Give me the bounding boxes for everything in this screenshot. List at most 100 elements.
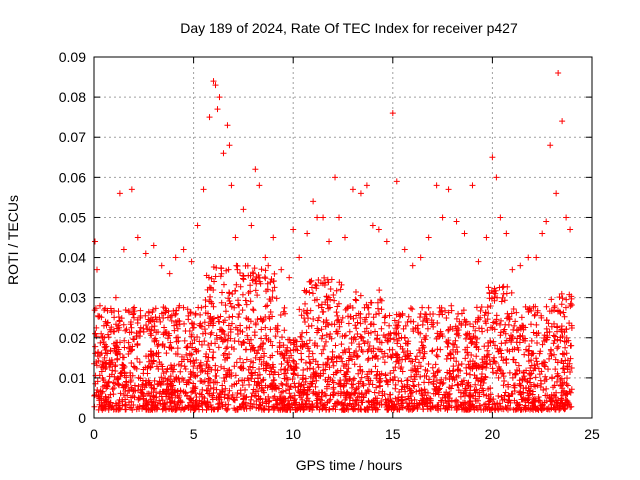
data-point-cloud xyxy=(231,363,238,370)
data-point xyxy=(341,234,348,241)
data-point-cloud xyxy=(166,405,173,412)
data-point-cloud xyxy=(484,327,491,334)
data-point-cloud xyxy=(504,346,511,353)
data-point-cloud xyxy=(525,385,532,392)
data-point-cloud xyxy=(359,381,366,388)
data-point-cloud xyxy=(238,364,245,371)
data-point-cloud xyxy=(501,326,508,333)
data-point-cloud xyxy=(415,381,422,388)
data-point-cloud xyxy=(324,301,331,308)
data-point-cloud xyxy=(306,348,313,355)
data-point-cloud xyxy=(151,318,158,325)
data-point-cloud xyxy=(222,302,229,309)
data-point-cloud xyxy=(516,368,523,375)
data-point-cloud xyxy=(438,304,445,311)
data-point-cloud xyxy=(178,358,185,365)
data-point-cloud xyxy=(478,363,485,370)
data-point-cloud xyxy=(527,375,534,382)
data-point-cloud xyxy=(174,387,181,394)
data-point-cloud xyxy=(182,366,189,373)
data-point-cloud xyxy=(358,346,365,353)
data-point-cloud xyxy=(555,343,562,350)
data-point-cloud xyxy=(116,318,123,325)
data-point-cloud xyxy=(192,400,199,407)
data-point-cloud xyxy=(352,289,359,296)
data-point xyxy=(475,258,482,265)
data-point-cloud xyxy=(517,388,524,395)
data-point-cloud xyxy=(409,367,416,374)
x-tick-label: 10 xyxy=(285,426,301,442)
data-point-cloud xyxy=(203,350,210,357)
data-point-cloud xyxy=(128,360,135,367)
data-point-cloud xyxy=(447,370,454,377)
data-point-cloud xyxy=(224,371,231,378)
data-point-cloud xyxy=(447,350,454,357)
data-point-cloud xyxy=(303,340,310,347)
data-point-cloud xyxy=(307,373,314,380)
data-point-cloud xyxy=(306,406,313,413)
data-point-cloud xyxy=(449,375,456,382)
data-point-cloud xyxy=(273,397,280,404)
data-point-cloud xyxy=(253,350,260,357)
data-point-cloud xyxy=(567,368,574,375)
data-point-cloud xyxy=(466,321,473,328)
data-point-cloud xyxy=(467,335,474,342)
data-point-cloud xyxy=(554,400,561,407)
data-point-cloud xyxy=(365,355,372,362)
data-point xyxy=(517,262,524,269)
data-point-cloud xyxy=(123,374,130,381)
data-point-cloud xyxy=(319,280,326,287)
data-point-cloud xyxy=(186,350,193,357)
data-point-cloud xyxy=(385,406,392,413)
data-point-cloud xyxy=(218,399,225,406)
data-point-cloud xyxy=(477,382,484,389)
data-point-cloud xyxy=(533,358,540,365)
data-point-cloud xyxy=(202,296,209,303)
data-point-cloud xyxy=(339,314,346,321)
data-point-cloud xyxy=(378,370,385,377)
data-point-cloud xyxy=(407,390,414,397)
data-point-cloud xyxy=(325,305,332,312)
data-point-cloud xyxy=(516,380,523,387)
data-point-cloud xyxy=(278,380,285,387)
data-point-cloud xyxy=(339,358,346,365)
data-point-cloud xyxy=(376,401,383,408)
data-point-cloud xyxy=(491,294,498,301)
data-point-cloud xyxy=(559,295,566,302)
data-point-cloud xyxy=(230,396,237,403)
data-point-cloud xyxy=(237,387,244,394)
data-point-cloud xyxy=(276,393,283,400)
data-point-cloud xyxy=(337,367,344,374)
data-point-cloud xyxy=(291,392,298,399)
data-point-cloud xyxy=(174,351,181,358)
data-point-cloud xyxy=(107,305,114,312)
data-point-cloud xyxy=(334,303,341,310)
x-tick-label: 0 xyxy=(90,426,98,442)
data-point-cloud xyxy=(258,326,265,333)
data-point-cloud xyxy=(160,309,167,316)
data-point-cloud xyxy=(125,307,132,314)
data-point-cloud xyxy=(322,366,329,373)
data-point-cloud xyxy=(384,338,391,345)
data-point-cloud xyxy=(303,309,310,316)
data-point-cloud xyxy=(223,406,230,413)
data-point-cloud xyxy=(306,359,313,366)
data-point-cloud xyxy=(111,345,118,352)
data-point-cloud xyxy=(203,272,210,279)
data-point-cloud xyxy=(208,406,215,413)
data-point-cloud xyxy=(284,401,291,408)
data-point-cloud xyxy=(182,327,189,334)
data-point-cloud xyxy=(417,349,424,356)
data-point-cloud xyxy=(164,399,171,406)
data-point-cloud xyxy=(157,388,164,395)
data-point-cloud xyxy=(497,329,504,336)
data-point-cloud xyxy=(251,265,258,272)
data-point-cloud xyxy=(481,312,488,319)
data-point-cloud xyxy=(460,307,467,314)
data-point-cloud xyxy=(558,375,565,382)
data-point-cloud xyxy=(520,395,527,402)
data-point-cloud xyxy=(443,356,450,363)
data-point-cloud xyxy=(293,365,300,372)
data-point-cloud xyxy=(481,353,488,360)
data-point-cloud xyxy=(137,324,144,331)
